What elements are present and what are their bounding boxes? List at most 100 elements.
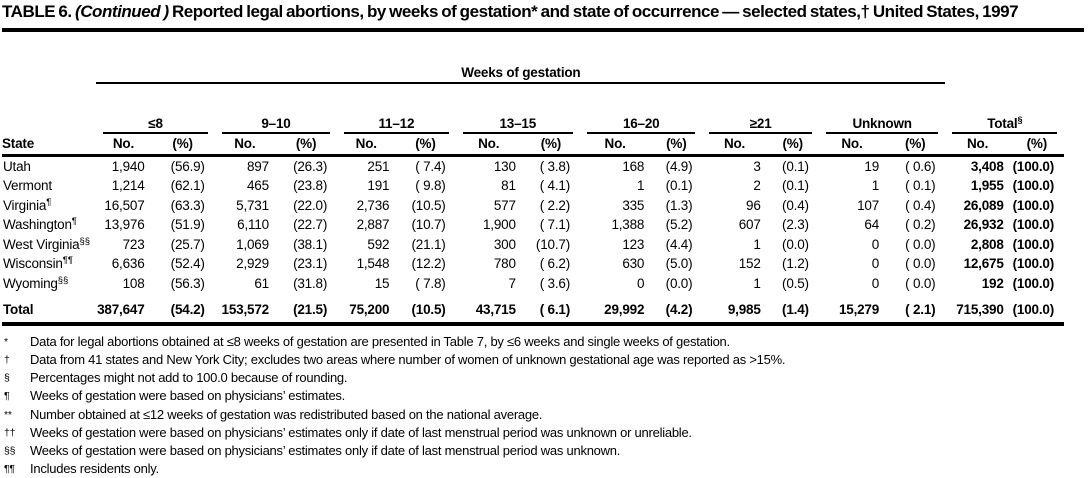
pct-cell: ( 0.0) xyxy=(905,236,936,252)
state-cell: Wisconsin¶¶ xyxy=(3,255,73,272)
weeks-of-gestation-spanner: Weeks of gestation xyxy=(96,35,946,114)
pct-cell: (5.0) xyxy=(665,256,693,272)
pct-cell: (52.4) xyxy=(170,256,205,272)
no-cell: 9,985 xyxy=(727,302,761,318)
pct-cell: ( 0.6) xyxy=(905,158,936,174)
column-group-header: 16–20 xyxy=(580,114,702,134)
pct-cell: (100.0) xyxy=(1012,236,1055,252)
pct-column-header: (%) xyxy=(415,135,436,151)
pct-cell: (0.1) xyxy=(782,178,809,194)
pct-cell: (23.1) xyxy=(293,256,328,272)
no-cell: 335 xyxy=(622,197,645,213)
no-cell: 6,636 xyxy=(111,256,145,272)
no-cell: 1 xyxy=(871,178,880,194)
no-cell: 0 xyxy=(871,275,880,291)
pct-cell: ( 6.2) xyxy=(539,256,571,272)
pct-column-header: (%) xyxy=(782,135,804,151)
no-cell: 387,647 xyxy=(97,302,145,318)
pct-cell: (23.8) xyxy=(293,178,328,194)
no-column-header: No. xyxy=(355,135,377,151)
pct-cell: ( 7.4) xyxy=(415,158,446,174)
pct-cell: (100.0) xyxy=(1012,158,1055,174)
pct-cell: ( 0.2) xyxy=(905,217,936,233)
state-cell: Vermont xyxy=(3,178,52,194)
table-row: Washington¶ 13,976 (51.9) 6,110 (22.7) 2,887 (… xyxy=(2,215,1064,235)
pct-cell: (0.0) xyxy=(782,236,809,252)
pct-cell: ( 2.2) xyxy=(539,197,571,213)
no-cell: 630 xyxy=(622,256,645,272)
pct-cell: (0.0) xyxy=(665,275,693,291)
pct-cell: (4.2) xyxy=(665,302,693,318)
pct-cell: (2.3) xyxy=(782,217,809,233)
no-column-header: No. xyxy=(966,135,989,151)
no-cell: 1,940 xyxy=(111,158,145,174)
column-group-header: Total§ xyxy=(945,114,1064,134)
table-row: Utah 1,940 (56.9) 897 (26.3) 251 ( 7.4) 130 ( 3.… xyxy=(2,155,1064,176)
state-cell: Washington¶ xyxy=(3,216,77,233)
footnotes: * Data for legal abortions obtained at ≤8… xyxy=(2,333,1084,478)
column-group-row: ≤8 9–10 11–12 13–15 16–20 ≥21 Unknown Total§ xyxy=(2,114,1064,134)
pct-cell: (21.5) xyxy=(293,302,328,318)
pct-cell: (0.4) xyxy=(782,197,809,213)
no-column-header: No. xyxy=(478,135,500,151)
table-header: Weeks of gestation ≤8 9–10 11–12 13–15 16–20… xyxy=(2,35,1064,156)
pct-cell: (1.2) xyxy=(782,256,809,272)
table-title-rest: Reported legal abortions, by weeks of ge… xyxy=(168,2,1019,21)
pct-cell: (10.5) xyxy=(411,302,446,318)
no-cell: 123 xyxy=(622,236,645,252)
no-cell: 1,214 xyxy=(111,178,145,194)
pct-cell: (0.1) xyxy=(782,158,809,174)
subheader-row: State No. (%) No. (%) No. (%) No. (%) No. (%) No. (… xyxy=(2,134,1064,156)
pct-cell: ( 3.6) xyxy=(539,275,571,291)
pct-cell: (1.4) xyxy=(782,302,809,318)
column-group-label: 9–10 xyxy=(221,114,331,134)
footnote-marker: ¶¶ xyxy=(62,255,73,267)
pct-cell: (100.0) xyxy=(1012,256,1055,272)
no-cell: 607 xyxy=(738,217,761,233)
footnote-text: Data from 41 states and New York City; e… xyxy=(30,351,786,367)
footnote-marker: ¶ xyxy=(46,196,52,208)
footnote-text: Percentages might not add to 100.0 becau… xyxy=(30,370,348,386)
footnote-marker: ** xyxy=(4,408,12,421)
pct-cell: (56.3) xyxy=(170,275,205,291)
pct-cell: (100.0) xyxy=(1012,275,1055,291)
pct-cell: ( 0.4) xyxy=(905,197,936,213)
pct-cell: ( 7.8) xyxy=(415,275,446,291)
pct-cell: (38.1) xyxy=(293,236,328,252)
no-column-header: No. xyxy=(723,135,746,151)
column-group-header: ≥21 xyxy=(702,114,818,134)
no-cell: 2 xyxy=(753,178,761,194)
no-cell: 5,731 xyxy=(236,197,269,213)
no-cell: 29,992 xyxy=(604,302,645,318)
footnote-text: Includes residents only. xyxy=(30,461,159,477)
pct-cell: (10.7) xyxy=(535,236,570,252)
footnote: §§ Weeks of gestation were based on physi… xyxy=(4,442,1084,460)
no-cell: 12,675 xyxy=(963,256,1004,272)
pct-cell: (1.3) xyxy=(665,197,693,213)
pct-cell: (54.2) xyxy=(170,302,205,318)
footnote-marker: §§ xyxy=(79,235,91,247)
pct-cell: ( 6.1) xyxy=(539,302,571,318)
no-cell: 1 xyxy=(753,236,761,252)
column-group-label: Total§ xyxy=(952,114,1057,134)
footnote-marker: §§ xyxy=(4,444,16,457)
table-title-continued: (Continued ) xyxy=(74,2,169,21)
pct-cell: (21.1) xyxy=(411,236,446,252)
pct-cell: ( 4.1) xyxy=(539,178,571,194)
pct-cell: (4.9) xyxy=(665,158,693,174)
state-column-header: State xyxy=(2,135,35,151)
no-cell: 780 xyxy=(493,256,516,272)
no-cell: 1,069 xyxy=(236,236,269,252)
footnote-marker: ¶ xyxy=(71,216,77,228)
table-row: Wyoming§§ 108 (56.3) 61 (31.8) 15 ( 7.8) 7 ( 3.6… xyxy=(2,274,1064,294)
pct-column-header: (%) xyxy=(666,135,687,151)
no-cell: 1,548 xyxy=(356,256,390,272)
no-cell: 81 xyxy=(501,178,516,194)
column-group-header: ≤8 xyxy=(96,114,214,134)
column-group-label: ≥21 xyxy=(709,114,812,134)
state-cell: Total xyxy=(3,302,34,318)
pct-cell: (22.7) xyxy=(293,217,328,233)
footnote: ¶¶ Includes residents only. xyxy=(4,460,1084,478)
no-cell: 3 xyxy=(753,158,761,174)
